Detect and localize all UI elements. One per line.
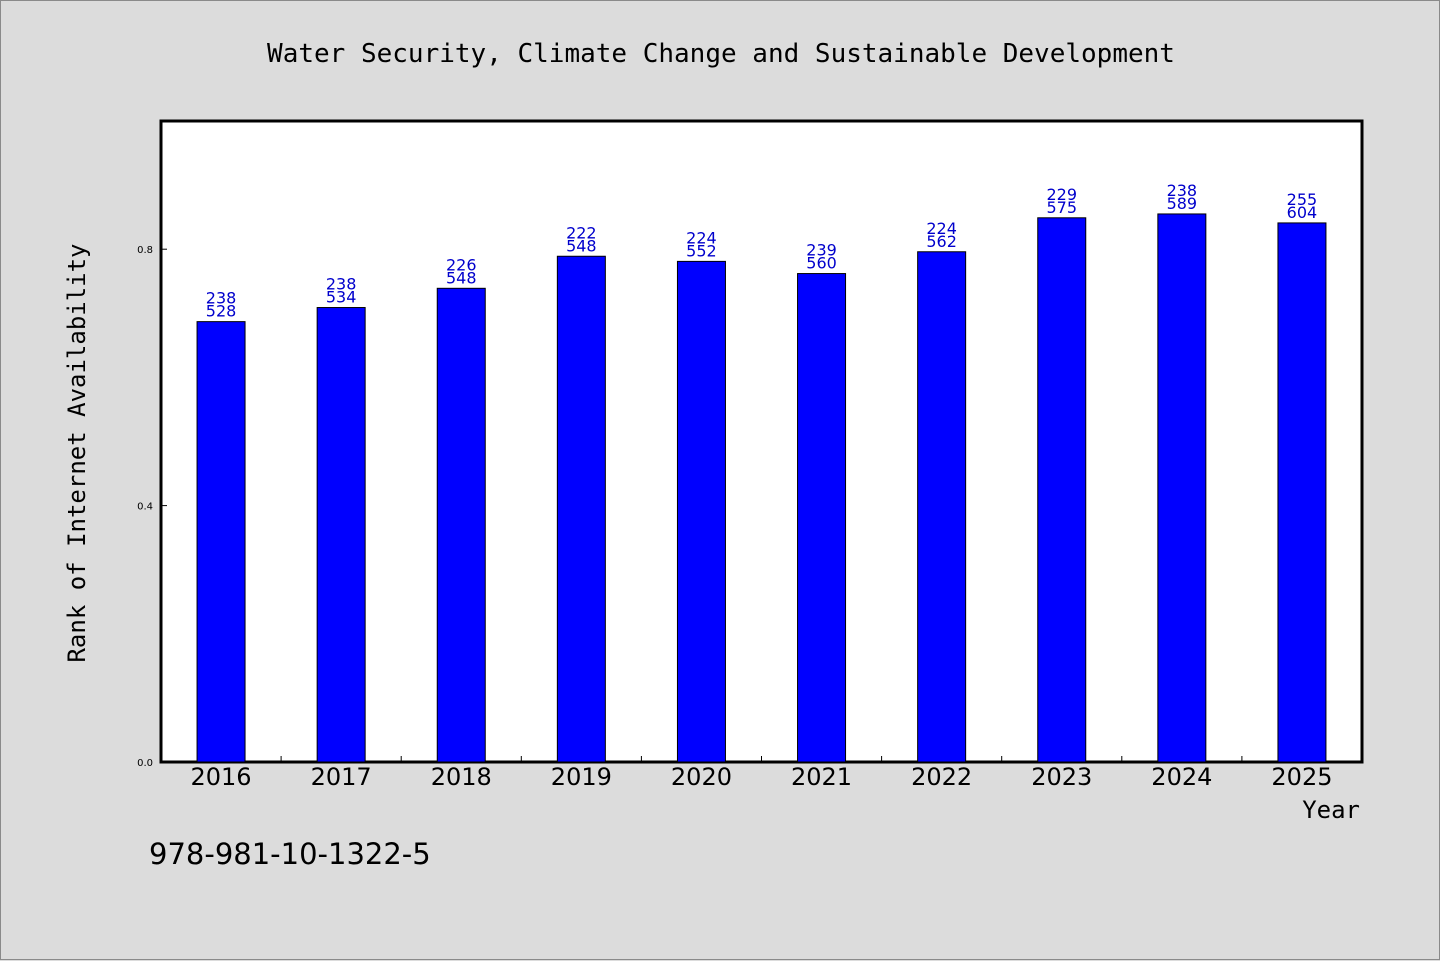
bar-2020	[676, 260, 726, 763]
bar-2024	[1157, 213, 1207, 763]
y-axis: 0.0 0.4 0.8	[137, 245, 167, 769]
bars-group	[196, 213, 1327, 763]
data-label-bottom-2023: 575	[1046, 198, 1077, 217]
x-axis-title: Year	[1302, 796, 1360, 824]
data-label-top-2018: 226	[446, 255, 477, 274]
bar-2018	[436, 287, 486, 763]
data-label-bottom-2016: 528	[206, 302, 237, 321]
data-label-bottom-2017: 534	[326, 288, 357, 307]
bar-2022	[917, 251, 967, 763]
data-label-top-2021: 239	[806, 241, 837, 260]
data-label-bottom-2020: 552	[686, 241, 717, 260]
x-tick-label-2017: 2017	[311, 763, 372, 791]
data-label-bottom-2021: 560	[806, 254, 837, 273]
x-tick-label-2018: 2018	[431, 763, 492, 791]
x-tick-label-2023: 2023	[1031, 763, 1092, 791]
data-label-top-2023: 229	[1046, 185, 1077, 204]
data-label-bottom-2025: 604	[1287, 203, 1318, 222]
data-label-top-2025: 255	[1287, 190, 1318, 209]
x-tick-label-2016: 2016	[191, 763, 252, 791]
y-tick-label-0.4: 0.4	[137, 502, 153, 513]
x-tick-label-2025: 2025	[1271, 763, 1332, 791]
y-tick-label-0.0: 0.0	[137, 758, 153, 769]
data-label-top-2016: 238	[206, 289, 237, 308]
data-label-top-2017: 238	[326, 275, 357, 294]
bar-2025	[1277, 222, 1327, 763]
x-axis: 2016 2017 2018 2019 2020 2021 2022 2023 2024 2025	[191, 756, 1332, 791]
x-tick-label-2020: 2020	[671, 763, 732, 791]
y-axis-title: Rank of Internet Availability	[63, 243, 91, 662]
x-tick-label-2022: 2022	[911, 763, 972, 791]
data-label-bottom-2022: 562	[926, 232, 957, 251]
x-tick-label-2019: 2019	[551, 763, 612, 791]
isbn-text: 978-981-10-1322-5	[149, 837, 431, 871]
data-label-bottom-2024: 589	[1167, 194, 1198, 213]
y-tick-label-0.8: 0.8	[137, 245, 153, 256]
bar-2021	[797, 273, 847, 763]
bar-2019	[556, 255, 606, 763]
bar-2023	[1037, 217, 1087, 763]
bar-2017	[316, 307, 366, 763]
data-label-top-2024: 238	[1167, 181, 1198, 200]
data-label-bottom-2019: 548	[566, 236, 597, 255]
data-label-top-2020: 224	[686, 228, 717, 247]
x-tick-label-2024: 2024	[1151, 763, 1212, 791]
x-tick-label-2021: 2021	[791, 763, 852, 791]
bar-2016	[196, 321, 246, 763]
data-label-top-2019: 222	[566, 223, 597, 242]
chart-title: Water Security, Climate Change and Susta…	[267, 39, 1175, 69]
data-label-top-2022: 224	[926, 219, 957, 238]
data-label-bottom-2018: 548	[446, 268, 477, 287]
